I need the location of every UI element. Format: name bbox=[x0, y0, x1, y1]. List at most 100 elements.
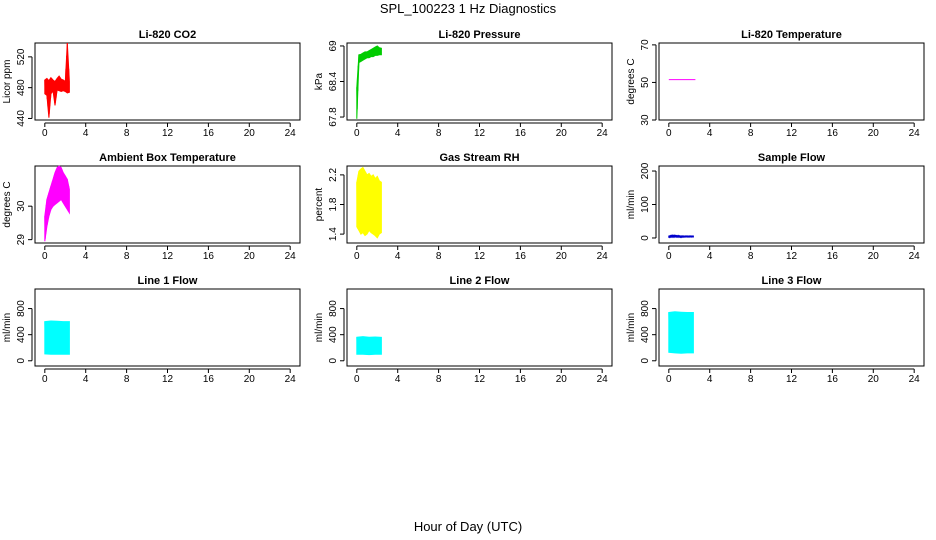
y-tick-label: 100 bbox=[640, 196, 651, 213]
panel-li-820-temperature: Li-820 Temperature 0 4 8 12 16 20 24 30 50 70degre… bbox=[626, 29, 925, 139]
x-tick-label: 0 bbox=[666, 251, 672, 262]
x-tick-label: 4 bbox=[83, 128, 89, 139]
y-axis-label-ambient-box-temperature: degrees C bbox=[2, 181, 13, 227]
x-tick-label: 12 bbox=[786, 374, 798, 385]
x-tick-label: 20 bbox=[244, 251, 256, 262]
y-tick-label: 67.8 bbox=[328, 107, 339, 127]
x-tick-label: 8 bbox=[124, 251, 130, 262]
x-tick-label: 20 bbox=[244, 374, 256, 385]
y-tick-label: 0 bbox=[640, 235, 651, 241]
x-tick-label: 24 bbox=[285, 251, 297, 262]
x-tick-label: 16 bbox=[203, 128, 215, 139]
x-tick-label: 20 bbox=[868, 128, 880, 139]
y-tick-label: 2.2 bbox=[328, 167, 339, 181]
y-tick-label: 30 bbox=[16, 200, 27, 212]
x-tick-label: 24 bbox=[285, 128, 297, 139]
y-tick-label: 29 bbox=[16, 234, 27, 246]
y-tick-label: 520 bbox=[16, 48, 27, 65]
x-tick-label: 20 bbox=[556, 374, 568, 385]
y-tick-label: 0 bbox=[16, 358, 27, 364]
x-tick-label: 16 bbox=[827, 374, 839, 385]
series-trace-line-3-flow bbox=[668, 311, 693, 354]
y-tick-label: 0 bbox=[328, 358, 339, 364]
x-tick-label: 16 bbox=[515, 251, 527, 262]
series-trace-li-820-co2 bbox=[44, 42, 70, 115]
y-tick-label: 400 bbox=[16, 326, 27, 343]
series-trace-line-2-flow bbox=[356, 336, 381, 355]
x-axis-label: Hour of Day (UTC) bbox=[414, 519, 522, 534]
x-tick-label: 16 bbox=[203, 251, 215, 262]
x-tick-label: 4 bbox=[83, 374, 89, 385]
y-axis-label-li-820-co2: Licor ppm bbox=[2, 60, 13, 104]
x-tick-label: 4 bbox=[395, 128, 401, 139]
x-tick-label: 12 bbox=[162, 251, 174, 262]
x-tick-label: 0 bbox=[354, 251, 360, 262]
x-tick-label: 0 bbox=[666, 128, 672, 139]
x-tick-label: 8 bbox=[436, 251, 442, 262]
panel-title-line-3-flow: Line 3 Flow bbox=[762, 275, 822, 287]
series-trace-gas-stream-rh bbox=[356, 167, 382, 238]
x-tick-label: 16 bbox=[203, 374, 215, 385]
x-tick-label: 12 bbox=[162, 128, 174, 139]
y-tick-label: 1.4 bbox=[328, 227, 339, 241]
panel-ambient-box-temperature: Ambient Box Temperature 0 4 8 12 16 20 24 29 30de… bbox=[2, 152, 301, 262]
x-tick-label: 20 bbox=[556, 251, 568, 262]
x-tick-label: 12 bbox=[786, 251, 798, 262]
y-tick-label: 440 bbox=[16, 110, 27, 127]
x-tick-label: 4 bbox=[83, 251, 89, 262]
figure-title: SPL_100223 1 Hz Diagnostics bbox=[380, 1, 557, 16]
y-axis-label-gas-stream-rh: percent bbox=[314, 188, 325, 222]
y-tick-label: 800 bbox=[640, 300, 651, 317]
x-tick-label: 20 bbox=[868, 251, 880, 262]
y-tick-label: 30 bbox=[640, 114, 651, 126]
y-tick-label: 1.8 bbox=[328, 197, 339, 211]
x-tick-label: 20 bbox=[244, 128, 256, 139]
x-tick-label: 16 bbox=[515, 128, 527, 139]
y-tick-label: 69 bbox=[328, 40, 339, 52]
x-tick-label: 24 bbox=[597, 374, 609, 385]
panel-title-ambient-box-temperature: Ambient Box Temperature bbox=[99, 152, 236, 164]
y-tick-label: 800 bbox=[328, 300, 339, 317]
x-tick-label: 8 bbox=[124, 128, 130, 139]
y-tick-label: 0 bbox=[640, 358, 651, 364]
series-trace-li-820-pressure bbox=[356, 45, 382, 110]
panel-title-li-820-co2: Li-820 CO2 bbox=[139, 29, 196, 41]
x-tick-label: 0 bbox=[354, 374, 360, 385]
x-tick-label: 4 bbox=[707, 128, 713, 139]
panel-title-line-1-flow: Line 1 Flow bbox=[138, 275, 198, 287]
x-tick-label: 16 bbox=[515, 374, 527, 385]
x-tick-label: 12 bbox=[474, 374, 486, 385]
y-tick-label: 400 bbox=[328, 326, 339, 343]
x-tick-label: 8 bbox=[748, 251, 754, 262]
x-tick-label: 16 bbox=[827, 128, 839, 139]
plot-frame-line-1-flow bbox=[34, 288, 301, 367]
plot-frame-line-3-flow bbox=[658, 288, 925, 367]
panel-title-li-820-pressure: Li-820 Pressure bbox=[439, 29, 521, 41]
x-tick-label: 24 bbox=[285, 374, 297, 385]
x-tick-label: 12 bbox=[474, 128, 486, 139]
x-tick-label: 24 bbox=[597, 251, 609, 262]
plot-frame-line-2-flow bbox=[346, 288, 613, 367]
y-tick-label: 50 bbox=[640, 76, 651, 88]
x-tick-label: 0 bbox=[42, 128, 48, 139]
x-tick-label: 8 bbox=[436, 374, 442, 385]
y-axis-label-li-820-pressure: kPa bbox=[314, 72, 325, 90]
plot-frame-gas-stream-rh bbox=[346, 165, 613, 244]
series-trace-ambient-box-temperature bbox=[44, 165, 70, 239]
x-tick-label: 0 bbox=[42, 251, 48, 262]
y-tick-label: 800 bbox=[16, 300, 27, 317]
panel-title-line-2-flow: Line 2 Flow bbox=[450, 275, 510, 287]
plot-frame-li-820-co2 bbox=[34, 42, 301, 121]
x-tick-label: 20 bbox=[868, 374, 880, 385]
plot-frame-sample-flow bbox=[658, 165, 925, 244]
x-tick-label: 8 bbox=[748, 128, 754, 139]
y-axis-label-sample-flow: ml/min bbox=[626, 190, 637, 219]
